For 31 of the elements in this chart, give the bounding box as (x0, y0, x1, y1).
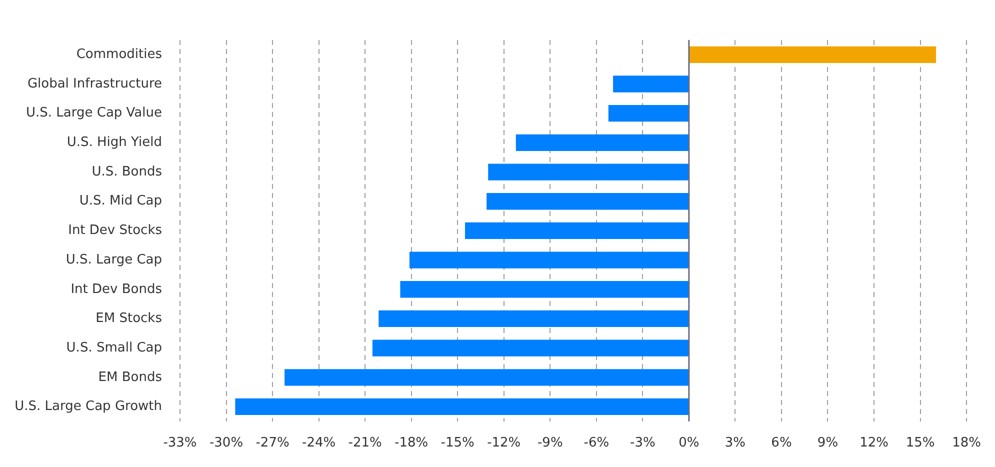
y-tick-label: Int Dev Bonds (70, 282, 162, 297)
y-tick-label: EM Stocks (96, 311, 162, 326)
y-tick-label: U.S. Large Cap (66, 252, 162, 268)
x-tick-label: 0% (678, 436, 700, 451)
y-tick-label: EM Bonds (98, 370, 162, 385)
y-tick-label: Int Dev Stocks (68, 223, 162, 238)
x-tick-label: 18% (952, 436, 982, 451)
x-tick-label: -15% (440, 436, 474, 451)
x-tick-label: 12% (860, 436, 888, 451)
x-tick-label: -21% (348, 436, 382, 451)
x-tick-label: -9% (537, 436, 563, 451)
y-tick-label: U.S. Large Cap Growth (14, 399, 162, 414)
x-tick-label: -24% (302, 436, 336, 451)
y-tick-label: U.S. Small Cap (66, 340, 162, 356)
x-tick-label: 6% (771, 436, 792, 451)
y-tick-label: U.S. Large Cap Value (26, 106, 162, 121)
x-tick-label: -3% (630, 436, 656, 451)
x-tick-label: -6% (584, 436, 610, 451)
x-tick-label: 3% (724, 436, 746, 451)
x-tick-label: -30% (209, 436, 244, 451)
y-tick-label: U.S. Mid Cap (79, 194, 162, 209)
x-tick-label: 15% (906, 436, 935, 451)
x-tick-label: -18% (394, 436, 428, 451)
x-tick-label: -33% (163, 436, 197, 451)
y-tick-label: Global Infrastructure (27, 76, 162, 92)
y-tick-label: U.S. Bonds (92, 164, 162, 180)
x-tick-label: 9% (817, 436, 838, 451)
x-tick-label: -27% (256, 436, 290, 451)
y-tick-label: U.S. High Yield (66, 135, 162, 150)
y-tick-label: Commodities (76, 47, 162, 62)
x-tick-label: -12% (487, 436, 521, 451)
